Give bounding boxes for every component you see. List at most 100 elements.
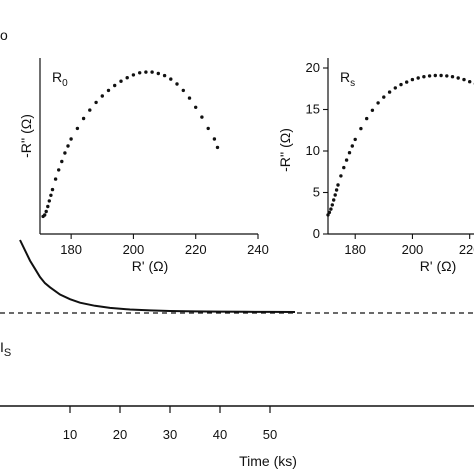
impedance-point bbox=[138, 71, 142, 75]
impedance-point bbox=[150, 70, 154, 74]
main-x-tick-label: 20 bbox=[113, 427, 127, 442]
impedance-point bbox=[46, 204, 50, 209]
impedance-point bbox=[215, 145, 220, 150]
main-x-ticks: 10 20 30 40 50 bbox=[63, 406, 277, 442]
inset-rs-y-title: -R'' (Ω) bbox=[277, 128, 293, 172]
inset-rs-x-title: R' (Ω) bbox=[420, 258, 456, 274]
impedance-point bbox=[162, 73, 167, 78]
inset-y-tick-label: 20 bbox=[306, 60, 320, 75]
impedance-point bbox=[63, 151, 67, 155]
impedance-point bbox=[387, 90, 392, 94]
impedance-point bbox=[53, 177, 58, 181]
inset-rs-x-ticks: 180 200 220 bbox=[344, 234, 474, 257]
impedance-point bbox=[456, 76, 460, 80]
impedance-point bbox=[88, 108, 92, 112]
inset-y-tick-label: 0 bbox=[313, 226, 320, 241]
inset-rs: 180 200 220 0 5 10 15 20 R' (Ω) -R'' (Ω) Rs bbox=[277, 58, 474, 274]
impedance-point bbox=[382, 95, 386, 99]
impedance-point bbox=[47, 199, 51, 203]
inset-r0-y-title: -R'' (Ω) bbox=[18, 114, 34, 158]
impedance-point bbox=[75, 126, 80, 131]
impedance-point bbox=[350, 144, 354, 148]
main-x-tick-label: 30 bbox=[163, 427, 177, 442]
impedance-point bbox=[329, 207, 333, 211]
impedance-point bbox=[69, 137, 73, 141]
impedance-point bbox=[94, 100, 98, 105]
inset-y-tick-label: 15 bbox=[306, 102, 320, 117]
main-x-tick-label: 40 bbox=[213, 427, 227, 442]
impedance-point bbox=[353, 137, 357, 142]
inset-rs-points bbox=[326, 73, 474, 217]
impedance-point bbox=[326, 213, 330, 217]
top-left-fragment: o bbox=[0, 27, 8, 43]
inset-x-tick-label: 240 bbox=[247, 242, 269, 257]
inset-r0-label: R0 bbox=[52, 69, 68, 89]
impedance-point bbox=[194, 105, 198, 110]
impedance-point bbox=[81, 116, 86, 121]
impedance-point bbox=[433, 73, 437, 78]
inset-r0-points bbox=[41, 70, 220, 219]
impedance-point bbox=[376, 101, 380, 105]
impedance-point bbox=[327, 210, 332, 215]
inset-x-tick-label: 220 bbox=[459, 242, 474, 257]
impedance-point bbox=[169, 77, 173, 81]
inset-y-tick-label: 5 bbox=[313, 185, 320, 200]
inset-r0-x-ticks: 180 200 220 240 bbox=[60, 234, 269, 257]
impedance-point bbox=[339, 174, 343, 178]
inset-rs-y-ticks: 0 5 10 15 20 bbox=[306, 60, 328, 241]
inset-x-tick-label: 220 bbox=[185, 242, 207, 257]
impedance-point bbox=[181, 88, 185, 93]
impedance-point bbox=[187, 96, 192, 100]
impedance-point bbox=[344, 158, 349, 162]
impedance-point bbox=[332, 198, 336, 202]
impedance-point bbox=[206, 126, 210, 131]
impedance-point bbox=[462, 77, 466, 82]
impedance-point bbox=[330, 203, 334, 207]
inset-r0: 180 200 220 240 R' (Ω) -R'' (Ω) R0 bbox=[18, 58, 269, 274]
inset-r0-x-title: R' (Ω) bbox=[132, 258, 168, 274]
impedance-point bbox=[347, 151, 352, 155]
impedance-point bbox=[370, 108, 375, 113]
series-curve bbox=[19, 239, 296, 313]
impedance-point bbox=[468, 80, 472, 84]
main-x-tick-label: 50 bbox=[263, 427, 277, 442]
impedance-point bbox=[334, 188, 339, 192]
impedance-point bbox=[393, 86, 397, 90]
impedance-point bbox=[439, 73, 443, 78]
impedance-point bbox=[450, 75, 455, 79]
impedance-point bbox=[144, 70, 148, 74]
impedance-point bbox=[212, 137, 217, 141]
main-x-axis-title: Time (ks) bbox=[239, 453, 297, 469]
impedance-point bbox=[66, 144, 70, 148]
impedance-point bbox=[175, 82, 179, 86]
impedance-point bbox=[44, 209, 48, 214]
impedance-point bbox=[445, 74, 449, 78]
impedance-point bbox=[336, 183, 340, 187]
inset-x-tick-label: 180 bbox=[60, 242, 82, 257]
impedance-point bbox=[49, 193, 53, 197]
impedance-point bbox=[57, 168, 61, 172]
impedance-point bbox=[359, 126, 363, 131]
main-plot: o 10 20 30 40 50 Time (ks) IS bbox=[0, 27, 474, 469]
inset-rs-label: Rs bbox=[340, 69, 355, 89]
impedance-point bbox=[410, 77, 415, 82]
impedance-point bbox=[125, 76, 129, 80]
impedance-point bbox=[405, 80, 409, 84]
impedance-point bbox=[333, 193, 337, 197]
impedance-point bbox=[427, 74, 432, 78]
impedance-point bbox=[156, 71, 160, 76]
impedance-point bbox=[106, 88, 111, 93]
impedance-point bbox=[131, 73, 136, 77]
impedance-point bbox=[342, 165, 346, 170]
impedance-point bbox=[43, 213, 47, 217]
impedance-point bbox=[422, 75, 426, 79]
impedance-point bbox=[200, 115, 204, 119]
impedance-point bbox=[119, 79, 123, 83]
main-x-tick-label: 10 bbox=[63, 427, 77, 442]
impedance-point bbox=[100, 94, 105, 98]
impedance-point bbox=[50, 187, 55, 192]
impedance-point bbox=[60, 159, 64, 164]
inset-x-tick-label: 200 bbox=[402, 242, 424, 257]
impedance-point bbox=[399, 82, 403, 87]
